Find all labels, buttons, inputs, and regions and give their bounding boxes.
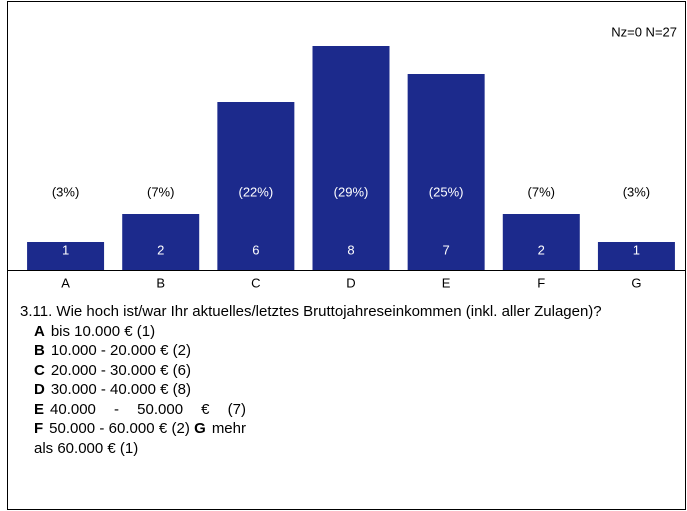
text-block: 3.11. Wie hoch ist/war Ihr aktuelles/let… [20,302,680,458]
bar [407,74,485,270]
bar [502,214,580,270]
legend-item: D 30.000 - 40.000 € (8) [20,380,680,400]
x-tick-label: D [346,275,355,290]
x-tick-label: F [537,275,545,290]
value-label: 2 [538,242,545,257]
percentage-label: (7%) [528,184,555,199]
annotation: Nz=0 N=27 [611,24,677,39]
bar [122,214,200,270]
percentage-label: (22%) [239,184,274,199]
legend-letter: B [34,342,45,359]
legend-letter: C [34,361,45,379]
legend-text: 20.000 - 30.000 € (6) [50,361,191,379]
legend-item: C 20.000 - 30.000 € (6) [20,361,680,381]
legend-text: mehr als 60.000 € (1) [34,420,246,457]
question: 3.11. Wie hoch ist/war Ihr aktuelles/let… [20,303,602,320]
x-tick-label: B [156,275,165,290]
legend-letter: E [34,400,45,418]
percentage-label: (25%) [429,184,464,199]
legend-text: 40.000 - 50.000 € (7) [50,400,246,418]
value-label: 2 [157,242,164,257]
percentage-label: (3%) [52,184,79,199]
bar [597,242,675,270]
x-tick-label: A [61,275,70,290]
legend-letter: G [194,420,206,437]
bar [27,242,105,270]
percentage-label: (29%) [334,184,369,199]
x-tick-label: G [631,275,641,290]
value-label: 1 [633,242,640,257]
x-tick-label: E [442,275,451,290]
value-label: 7 [443,242,450,257]
legend-letter: A [34,322,45,340]
bar [312,46,390,270]
value-label: 1 [62,242,69,257]
x-tick-label: C [251,275,260,290]
legend-text: 30.000 - 40.000 € (8) [50,381,191,398]
frame [7,1,686,510]
value-label: 8 [347,242,354,257]
percentage-label: (7%) [147,184,174,199]
legend-letter: D [34,381,45,398]
legend-text: 50.000 - 60.000 € (2) [49,420,190,437]
legend-text: 10.000 - 20.000 € (2) [50,342,191,359]
value-label: 6 [252,242,259,257]
legend-letter: F [34,420,44,437]
legend-text: bis 10.000 € (1) [50,322,156,340]
legend-item: B 10.000 - 20.000 € (2) [20,341,680,361]
percentage-label: (3%) [623,184,650,199]
bar [217,102,295,270]
legend-flow: E 40.000 - 50.000 € (7) F 50.000 - 60.000 … [20,400,246,459]
